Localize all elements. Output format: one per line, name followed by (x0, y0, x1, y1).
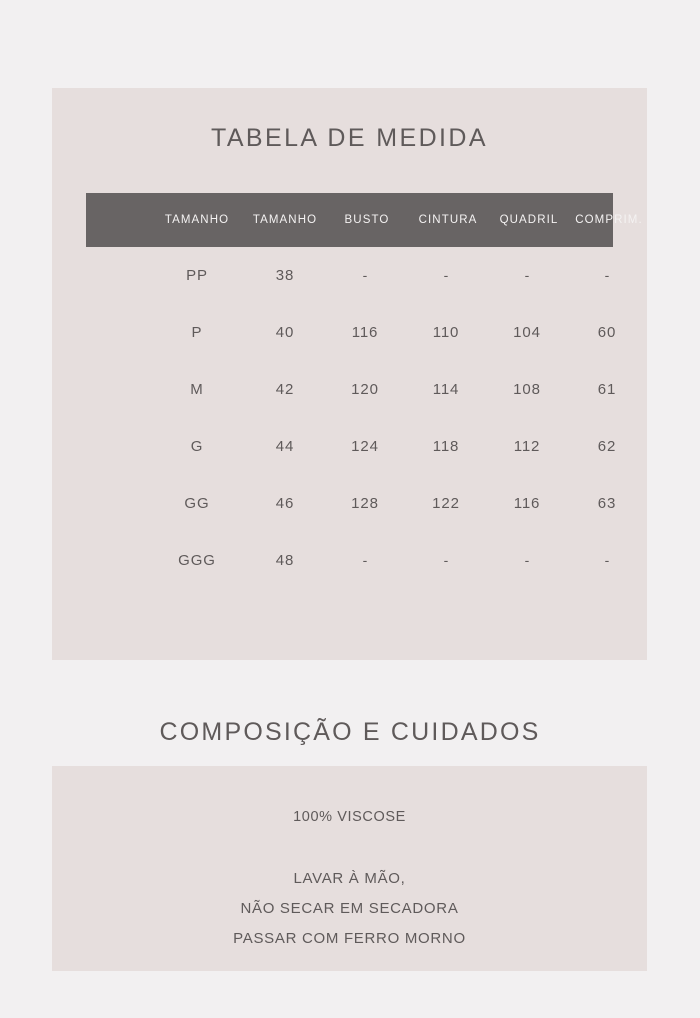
table-cell: 60 (597, 324, 617, 341)
table-cell: - (443, 552, 449, 568)
size-table-title: TABELA DE MEDIDA (211, 124, 488, 152)
table-cell: 61 (597, 381, 617, 398)
care-instruction-line: PASSAR COM FERRO MORNO (233, 930, 466, 947)
care-section-title: COMPOSIÇÃO E CUIDADOS (159, 718, 541, 746)
table-cell: 112 (513, 438, 541, 455)
care-instruction-line: LAVAR À MÃO, (293, 870, 406, 887)
table-cell: - (362, 552, 368, 568)
table-cell: 110 (432, 324, 460, 341)
table-cell: 116 (351, 324, 379, 341)
table-cell: - (524, 267, 530, 283)
table-cell: 120 (351, 381, 379, 398)
table-cell: 46 (275, 495, 295, 512)
column-header-2: TAMANHO (252, 214, 318, 226)
size-table-header-row: TAMANHO TAMANHO BUSTO CINTURA QUADRIL COMPRIM… (86, 193, 642, 247)
column-header-5: QUADRIL (499, 214, 559, 226)
table-cell: - (443, 267, 449, 283)
table-cell: 40 (275, 324, 295, 341)
table-row: PP 38 - - - - (86, 247, 613, 304)
table-cell: 38 (275, 267, 295, 284)
table-cell: 122 (432, 495, 460, 512)
column-header-3: BUSTO (344, 214, 390, 226)
table-cell: 104 (513, 324, 541, 341)
table-row: GG 46 128 122 116 63 (86, 475, 615, 532)
table-row: G 44 124 118 112 62 (86, 418, 616, 475)
column-header-4: CINTURA (418, 214, 478, 226)
table-row: GGG 48 - - - - (86, 532, 613, 589)
table-cell: 48 (275, 552, 295, 569)
care-instruction-line: NÃO SECAR EM SECADORA (240, 900, 459, 917)
table-cell: 44 (275, 438, 295, 455)
table-cell: M (190, 381, 204, 398)
care-instructions-list: LAVAR À MÃO, NÃO SECAR EM SECADORA PASSAR … (52, 864, 647, 954)
table-cell: - (604, 267, 610, 283)
table-cell: - (604, 552, 610, 568)
table-cell: 63 (597, 495, 617, 512)
column-header-1: TAMANHO (164, 214, 230, 226)
table-cell: GGG (178, 552, 216, 569)
column-header-6: COMPRIM. (575, 214, 643, 226)
table-cell: GG (184, 495, 210, 512)
table-cell: 118 (432, 438, 460, 455)
care-section-panel: 100% VISCOSE LAVAR À MÃO, NÃO SECAR EM SE… (52, 766, 647, 971)
table-cell: 108 (513, 381, 541, 398)
table-cell: G (190, 438, 204, 455)
table-cell: PP (186, 267, 208, 284)
table-cell: 62 (597, 438, 617, 455)
table-row: M 42 120 114 108 61 (86, 361, 615, 418)
table-cell: P (191, 324, 203, 341)
table-cell: 42 (275, 381, 295, 398)
table-row: P 40 116 110 104 60 (86, 304, 616, 361)
table-cell: 128 (351, 495, 379, 512)
table-cell: - (524, 552, 530, 568)
table-cell: 116 (513, 495, 541, 512)
size-table-body: PP 38 - - - - P 40 116 110 104 60 M 42 120 114 108 61 G 44 1… (86, 247, 616, 589)
table-cell: - (362, 267, 368, 283)
composition-text: 100% VISCOSE (293, 809, 406, 825)
size-table-panel: TABELA DE MEDIDA TAMANHO TAMANHO BUSTO CINT… (52, 88, 647, 660)
table-cell: 124 (351, 438, 379, 455)
table-cell: 114 (432, 381, 460, 398)
